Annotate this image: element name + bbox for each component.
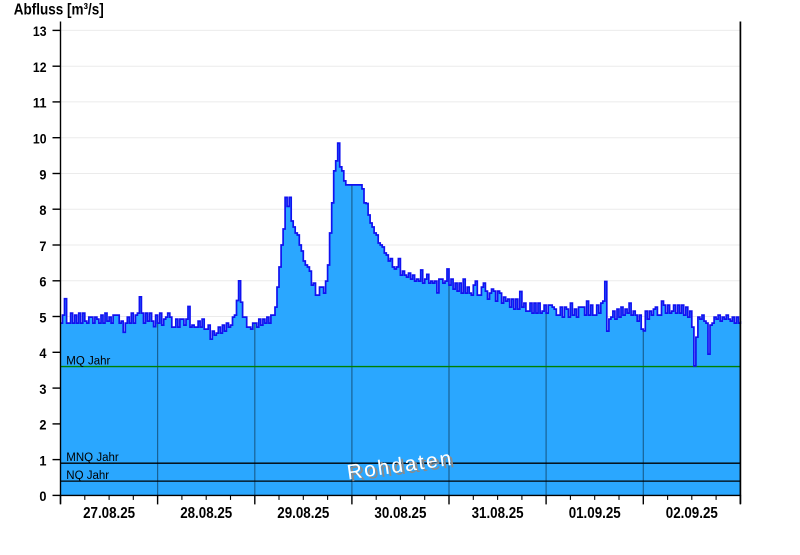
svg-text:4: 4 (39, 345, 46, 361)
svg-text:9: 9 (39, 166, 46, 182)
svg-text:27.08.25: 27.08.25 (83, 505, 135, 522)
svg-text:7: 7 (39, 238, 46, 254)
svg-text:13: 13 (33, 23, 47, 39)
svg-text:02.09.25: 02.09.25 (666, 505, 718, 522)
svg-text:3: 3 (39, 381, 46, 397)
svg-text:NQ Jahr: NQ Jahr (66, 470, 109, 482)
svg-text:12: 12 (33, 59, 47, 75)
svg-text:29.08.25: 29.08.25 (277, 505, 329, 522)
svg-text:5: 5 (39, 309, 46, 325)
svg-text:MNQ Jahr: MNQ Jahr (66, 452, 119, 464)
svg-text:6: 6 (39, 274, 46, 290)
svg-text:1: 1 (39, 452, 46, 468)
svg-text:30.08.25: 30.08.25 (374, 505, 426, 522)
svg-text:0: 0 (39, 488, 46, 504)
svg-text:31.08.25: 31.08.25 (472, 505, 524, 522)
svg-text:Abfluss [m³/s]: Abfluss [m³/s] (14, 1, 104, 18)
svg-text:01.09.25: 01.09.25 (569, 505, 621, 522)
svg-text:MQ Jahr: MQ Jahr (66, 355, 110, 367)
svg-text:28.08.25: 28.08.25 (180, 505, 232, 522)
svg-text:10: 10 (33, 131, 47, 147)
svg-text:2: 2 (39, 417, 46, 433)
svg-text:8: 8 (39, 202, 46, 218)
svg-text:11: 11 (33, 95, 47, 111)
